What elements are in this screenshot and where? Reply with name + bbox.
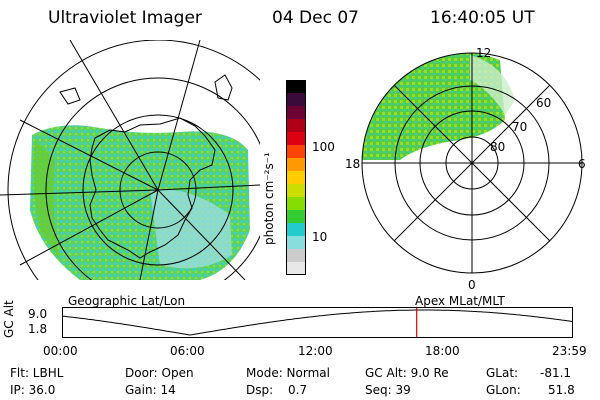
info-dsp-value: 0.7 — [288, 383, 308, 397]
magnetic-map — [361, 52, 583, 274]
colorbar-stripe — [286, 249, 306, 263]
orbit-xtick-2: 12:00 — [298, 344, 333, 358]
orbit-ytick-top: 9.0 — [28, 307, 48, 321]
lat-circle — [7, 40, 260, 280]
orbit-xtick-4: 23:59 — [552, 344, 587, 358]
colorbar-stripe — [286, 93, 306, 107]
altitude-curve — [62, 309, 573, 336]
mlat-label-70: 70 — [512, 120, 528, 134]
colorbar-stripe — [286, 132, 306, 146]
colorbar-stripe — [286, 80, 306, 94]
lat-circle — [45, 77, 260, 280]
colorbar-stripe — [286, 210, 306, 224]
info-ip: IP: 36.0 — [10, 383, 56, 397]
info-glat-label: GLat: — [486, 366, 519, 380]
info-door: Door: Open — [125, 366, 194, 380]
mlt-label-12: 12 — [476, 46, 492, 60]
app-title: Ultraviolet Imager — [48, 8, 202, 28]
colorbar-stripe — [286, 236, 306, 250]
orbit-xtick-0: 00:00 — [43, 344, 78, 358]
colorbar-tick-10: 10 — [312, 230, 328, 244]
info-flt: Flt: LBHL — [10, 366, 64, 380]
colorbar-stripe — [286, 262, 306, 275]
colorbar-stripe — [286, 145, 306, 159]
right-map-caption: Apex MLat/MLT — [415, 294, 505, 308]
left-map-caption: Geographic Lat/Lon — [68, 294, 186, 308]
colorbar-stripe — [286, 106, 306, 120]
info-mode: Mode: Normal — [246, 366, 330, 380]
orbit-xtick-1: 06:00 — [170, 344, 205, 358]
info-gcalt: GC Alt: 9.0 Re — [365, 366, 449, 380]
colorbar-stripe — [286, 223, 306, 237]
colorbar-stripe — [286, 158, 306, 172]
colorbar-stripe — [286, 171, 306, 185]
date-label: 04 Dec 07 — [272, 8, 359, 28]
orbit-ytick-bottom: 1.8 — [28, 322, 48, 336]
info-dsp-label: Dsp: — [246, 383, 274, 397]
lat-circle — [82, 114, 234, 266]
colorbar-label: photon cm⁻²s⁻¹ — [262, 152, 276, 245]
coastline — [89, 117, 216, 259]
colorbar-tick-100: 100 — [312, 140, 335, 154]
mlat-label-80: 80 — [490, 140, 506, 154]
mlat-label-60: 60 — [536, 96, 552, 110]
mlt-label-6: 6 — [578, 157, 586, 171]
mlt-label-18: 18 — [345, 157, 361, 171]
info-gain: Gain: 14 — [125, 383, 176, 397]
orbit-ylabel: GC Alt — [2, 300, 16, 338]
geographic-map — [0, 40, 260, 280]
colorbar — [286, 80, 306, 275]
info-glat-value: -81.1 — [540, 366, 572, 380]
lat-circle — [119, 151, 197, 229]
aurora-region-right — [362, 53, 505, 160]
colorbar-stripe — [286, 119, 306, 133]
colorbar-stripe — [286, 197, 306, 211]
info-glon-value: 51.8 — [548, 383, 575, 397]
time-label: 16:40:05 UT — [430, 8, 535, 28]
info-glon-label: GLon: — [486, 383, 521, 397]
info-seq: Seq: 39 — [365, 383, 411, 397]
mlt-label-0: 0 — [468, 278, 476, 292]
orbit-xtick-3: 18:00 — [425, 344, 460, 358]
orbit-plot — [62, 307, 573, 338]
colorbar-stripe — [286, 184, 306, 198]
